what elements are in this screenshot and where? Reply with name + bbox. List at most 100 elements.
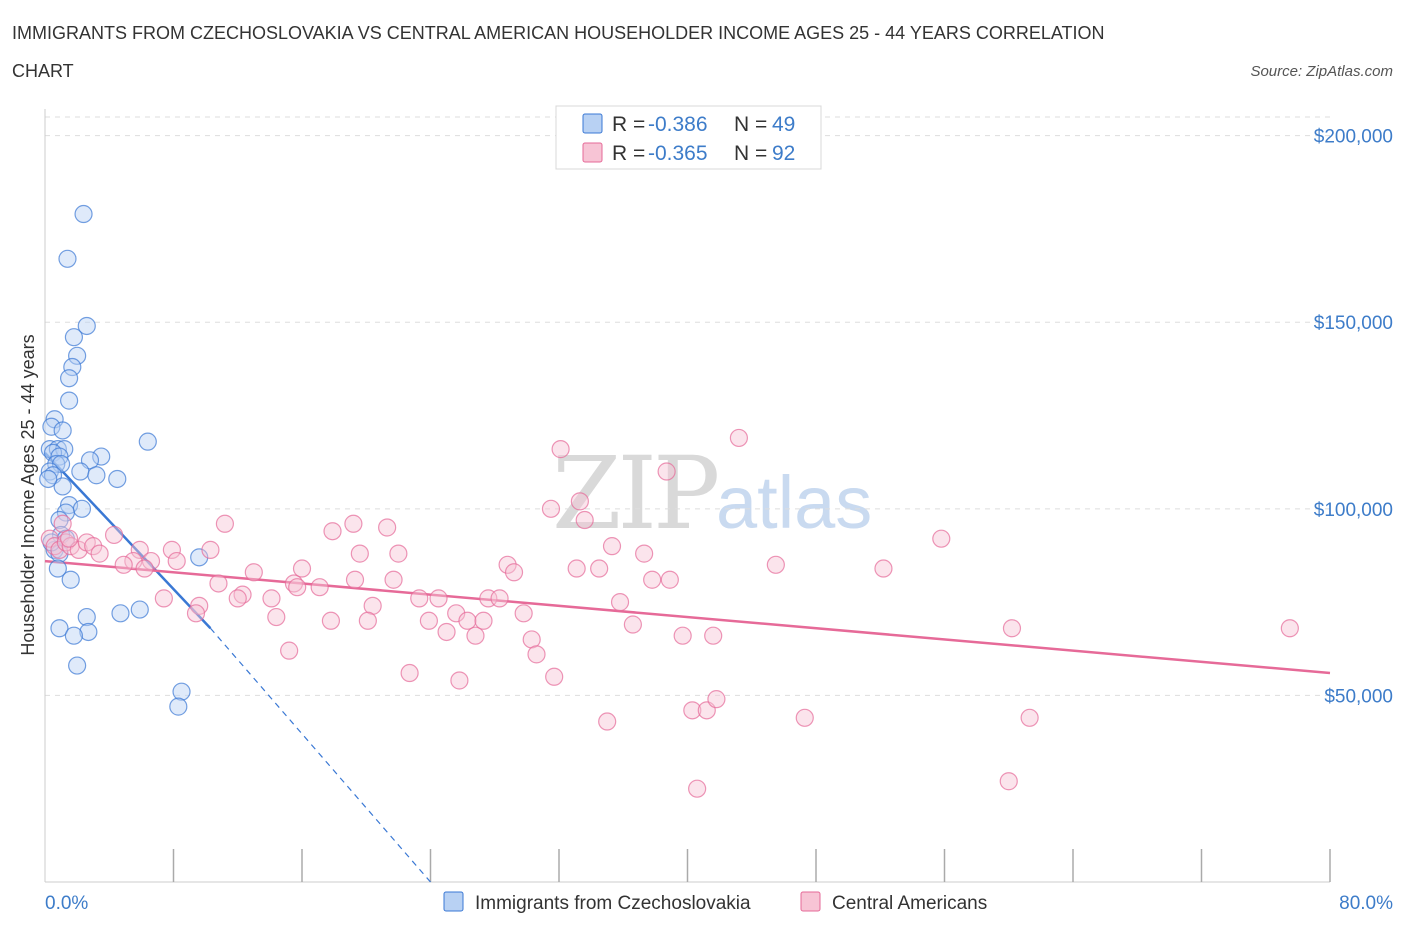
legend-swatch-pink (582, 142, 603, 163)
data-point-central-americans (167, 551, 186, 571)
tick-label-layer: $50,000 $100,000 $150,000 $200,000 0.0% 80.0% (45, 127, 1393, 914)
data-point-central-americans (135, 559, 154, 578)
data-point-central-americans (729, 428, 749, 448)
legend-r-value: -0.365 (648, 142, 708, 165)
data-point-czechoslovakia (48, 559, 67, 578)
y-tick-label: $50,000 (1324, 686, 1393, 707)
data-point-central-americans (141, 551, 161, 571)
data-point-central-americans (209, 574, 228, 593)
data-point-central-americans (466, 626, 485, 645)
data-point-czechoslovakia (77, 607, 96, 627)
data-point-czechoslovakia (47, 454, 66, 474)
data-point-czechoslovakia (108, 469, 127, 489)
legend-n-label: N = (734, 113, 767, 136)
data-point-central-americans (384, 570, 403, 589)
data-point-czechoslovakia (63, 357, 82, 377)
data-point-czechoslovakia (169, 697, 188, 716)
grid-layer (45, 116, 1330, 696)
chart-title-line2: CHART (12, 61, 74, 81)
data-point-central-americans (874, 559, 893, 578)
data-point-central-americans (458, 611, 477, 630)
axis-layer (44, 109, 1331, 883)
data-point-czechoslovakia (53, 421, 72, 440)
data-point-central-americans (288, 578, 307, 597)
x-tick-label: 0.0% (45, 893, 88, 914)
data-point-central-americans (244, 563, 263, 582)
data-point-central-americans (570, 492, 589, 511)
y-axis-label: Householder Income Ages 25 - 44 years (18, 334, 38, 655)
data-point-central-americans (541, 499, 561, 518)
data-point-central-americans (201, 540, 220, 559)
chart-title-line1: IMMIGRANTS FROM CZECHOSLOVAKIA VS CENTRA… (12, 23, 1105, 43)
data-point-czechoslovakia (92, 447, 111, 466)
data-point-czechoslovakia (53, 477, 72, 496)
data-point-central-americans (490, 589, 509, 608)
legend-label-czechoslovakia: Immigrants from Czechoslovakia (475, 893, 751, 914)
data-point-central-americans (292, 559, 312, 578)
data-point-czechoslovakia (111, 604, 130, 623)
legend-r-label: R = (612, 113, 645, 136)
data-point-central-americans (635, 544, 654, 563)
legend-r-label: R = (612, 142, 645, 165)
point-layer (39, 204, 1299, 798)
trendline-central-americans (44, 559, 1331, 675)
data-point-central-americans (262, 589, 281, 608)
y-tick-label: $200,000 (1314, 127, 1393, 148)
data-point-central-americans (450, 671, 469, 690)
data-point-central-americans (673, 626, 692, 645)
watermark-zip: ZIP (552, 435, 717, 552)
data-point-central-americans (84, 537, 103, 556)
data-point-czechoslovakia (77, 316, 96, 336)
data-point-central-americans (350, 544, 369, 563)
data-point-central-americans (527, 645, 546, 664)
data-point-czechoslovakia (64, 626, 84, 645)
data-point-central-americans (474, 611, 493, 630)
data-point-central-americans (90, 544, 109, 563)
legend-r-value: -0.386 (648, 113, 708, 136)
data-point-central-americans (602, 537, 622, 556)
data-point-central-americans (410, 589, 429, 608)
data-point-central-americans (766, 555, 785, 574)
data-point-central-americans (130, 540, 149, 559)
data-point-czechoslovakia (130, 600, 149, 619)
data-point-czechoslovakia (59, 369, 79, 388)
data-point-czechoslovakia (64, 328, 84, 347)
data-point-czechoslovakia (61, 570, 80, 589)
data-point-central-americans (707, 690, 726, 709)
data-point-central-americans (310, 578, 329, 597)
data-point-central-americans (186, 604, 206, 623)
data-point-central-americans (575, 510, 594, 530)
data-point-central-americans (429, 589, 448, 608)
data-point-central-americans (688, 779, 707, 798)
data-point-central-americans (419, 611, 438, 630)
data-point-central-americans (623, 615, 642, 634)
source-label: Source: ZipAtlas.com (1250, 63, 1393, 80)
data-point-central-americans (345, 570, 365, 589)
data-point-central-americans (323, 522, 342, 541)
data-point-central-americans (280, 641, 299, 660)
data-point-czechoslovakia (138, 432, 157, 451)
data-point-czechoslovakia (74, 204, 93, 224)
data-point-czechoslovakia (72, 499, 92, 518)
data-point-czechoslovakia (68, 346, 87, 365)
data-point-central-americans (59, 529, 79, 548)
data-point-central-americans (378, 518, 397, 537)
data-point-central-americans (437, 622, 456, 642)
data-point-czechoslovakia (71, 462, 90, 481)
data-point-central-americans (932, 529, 951, 548)
data-point-central-americans (704, 626, 723, 645)
trendline-layer (44, 451, 1331, 883)
data-point-central-americans (321, 611, 341, 630)
legend-n-value: 92 (772, 142, 795, 165)
watermark-atlas: atlas (716, 461, 872, 544)
correlation-legend: R = -0.386 N = 49 R = -0.365 N = 92 (555, 105, 822, 170)
data-point-czechoslovakia (58, 249, 77, 268)
data-point-central-americans (795, 708, 814, 727)
trendline-czechoslovakia (44, 451, 212, 630)
data-point-central-americans (657, 462, 676, 481)
data-point-central-americans (344, 514, 363, 533)
data-point-central-americans (643, 570, 662, 589)
data-point-central-americans (267, 607, 286, 627)
data-point-czechoslovakia (79, 622, 98, 642)
data-point-central-americans (358, 611, 377, 630)
